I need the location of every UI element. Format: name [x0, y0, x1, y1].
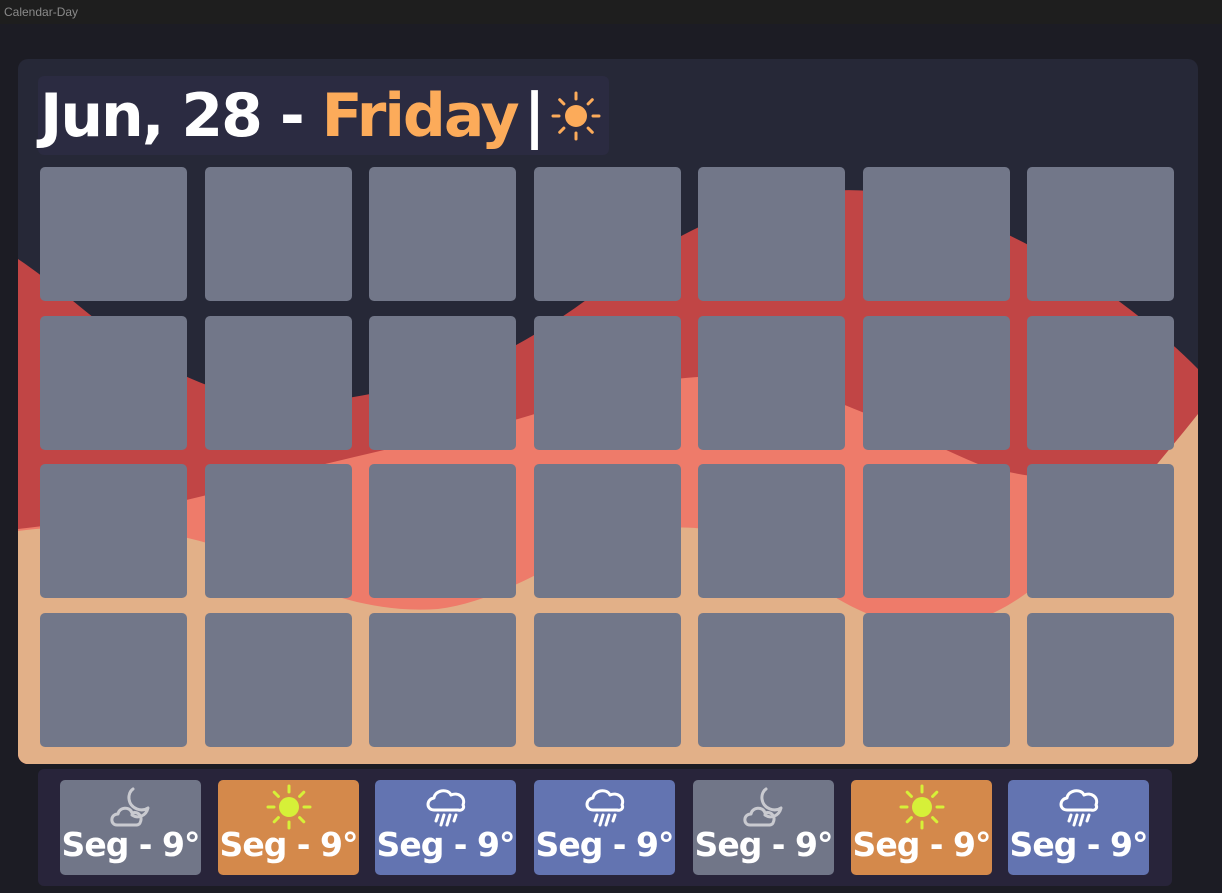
window-title: Calendar-Day [4, 5, 79, 19]
forecast-day-card[interactable]: Seg - 9° [851, 780, 992, 875]
cloud-moon-icon [109, 787, 149, 827]
forecast-day-label: Seg - 9° [61, 825, 201, 864]
forecast-day-card[interactable]: Seg - 9° [60, 780, 201, 875]
calendar-cell[interactable] [204, 315, 352, 450]
calendar-cell[interactable] [533, 612, 681, 747]
weekly-forecast: Seg - 9° Seg - 9° Seg - 9° Seg - 9° Seg - 9°… [38, 769, 1172, 886]
cloud-moon-icon [742, 787, 782, 827]
cloud-rain-icon [1059, 789, 1098, 827]
forecast-day-card[interactable]: Seg - 9° [375, 780, 516, 875]
calendar-cell[interactable] [533, 464, 681, 598]
calendar-cell[interactable] [533, 167, 681, 301]
forecast-day-card[interactable]: Seg - 9° [1008, 780, 1149, 875]
forecast-day-label: Seg - 9° [535, 825, 675, 864]
header-title: Jun, 28 - Friday | [40, 86, 546, 146]
calendar-card: Jun, 28 - Friday | [18, 59, 1198, 764]
forecast-day-card[interactable]: Seg - 9° [693, 780, 834, 875]
cloud-rain-icon [426, 789, 465, 827]
header-separator: | [523, 80, 546, 151]
calendar-cell[interactable] [862, 315, 1010, 450]
calendar-cell[interactable] [698, 612, 845, 747]
sun-icon [899, 784, 944, 830]
forecast-day-label: Seg - 9° [694, 825, 834, 864]
calendar-cell[interactable] [862, 167, 1010, 301]
calendar-cell[interactable] [1027, 612, 1174, 747]
calendar-cell[interactable] [369, 167, 516, 301]
calendar-cell[interactable] [1027, 315, 1174, 450]
app-frame: Jun, 28 - Friday | Seg - 9° Seg - 9° Seg - … [0, 24, 1222, 893]
calendar-cell[interactable] [1027, 464, 1174, 598]
header-day: Friday [321, 80, 520, 151]
calendar-grid [40, 167, 1174, 747]
header-date: Jun, 28 - [40, 80, 322, 151]
calendar-cell[interactable] [40, 612, 187, 747]
calendar-cell[interactable] [698, 167, 845, 301]
forecast-day-label: Seg - 9° [376, 825, 516, 864]
forecast-day-card[interactable]: Seg - 9° [534, 780, 675, 875]
forecast-day-label: Seg - 9° [219, 825, 359, 864]
calendar-cell[interactable] [40, 464, 187, 598]
calendar-cell[interactable] [204, 167, 352, 301]
calendar-cell[interactable] [369, 464, 516, 598]
calendar-cell[interactable] [862, 464, 1010, 598]
calendar-cell[interactable] [698, 315, 845, 450]
forecast-day-label: Seg - 9° [852, 825, 992, 864]
calendar-cell[interactable] [862, 612, 1010, 747]
calendar-cell[interactable] [533, 315, 681, 450]
calendar-cell[interactable] [40, 167, 187, 301]
sun-icon [551, 91, 601, 140]
forecast-day-card[interactable]: Seg - 9° [218, 780, 359, 875]
forecast-day-label: Seg - 9° [1009, 825, 1149, 864]
calendar-cell[interactable] [1027, 167, 1174, 301]
date-header: Jun, 28 - Friday | [38, 76, 609, 155]
cloud-rain-icon [585, 789, 624, 827]
calendar-cell[interactable] [369, 315, 516, 450]
calendar-cell[interactable] [698, 464, 845, 598]
sun-icon [266, 784, 311, 830]
calendar-cell[interactable] [204, 612, 352, 747]
calendar-cell[interactable] [369, 612, 516, 747]
calendar-cell[interactable] [40, 315, 187, 450]
calendar-cell[interactable] [204, 464, 352, 598]
